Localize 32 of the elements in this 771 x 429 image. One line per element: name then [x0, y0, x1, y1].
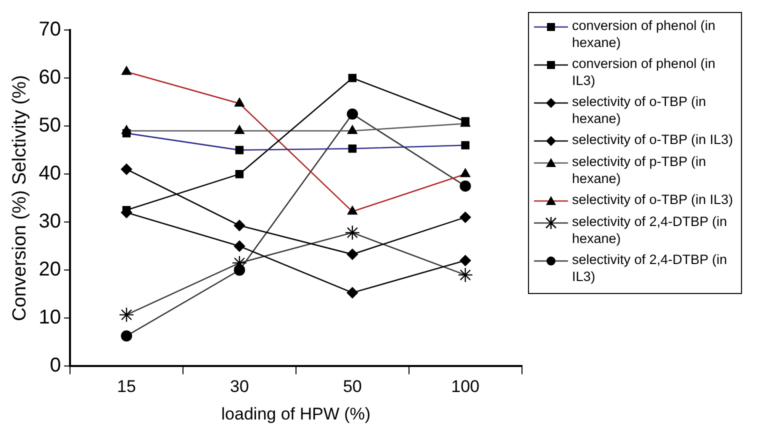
- legend-label: selectivity of o-TBP (in IL3): [572, 131, 734, 148]
- legend-label: selectivity of o-TBP (in IL3): [572, 191, 734, 208]
- legend-label: selectivity of o-TBP (in hexane): [572, 93, 708, 127]
- x-axis-title: loading of HPW (%): [221, 404, 371, 424]
- y-tick-label: 70: [38, 18, 62, 41]
- point: [346, 287, 358, 298]
- x-tick-label: 100: [451, 377, 480, 396]
- legend-label: conversion of phenol (in hexane): [572, 17, 716, 51]
- legend-label: conversion of phenol (in IL3): [572, 55, 716, 89]
- legend-label: selectivity of 2,4-DTBP (in hexane): [572, 213, 728, 247]
- y-tick-label: 60: [38, 66, 62, 89]
- point: [234, 240, 246, 252]
- legend-label: selectivity of 2,4-DTBP (in IL3): [572, 251, 728, 285]
- x-tick-label: 30: [230, 377, 249, 396]
- point: [235, 170, 244, 178]
- x-tick-label: 15: [117, 377, 136, 396]
- point: [120, 164, 132, 175]
- legend-label: selectivity of p-TBP (in hexane): [572, 153, 708, 187]
- point: [122, 206, 131, 214]
- point: [234, 220, 246, 232]
- point: [460, 212, 471, 223]
- y-tick-label: 50: [38, 114, 62, 137]
- point: [346, 248, 358, 260]
- y-tick-label: 0: [50, 354, 62, 377]
- y-tick-label: 10: [38, 306, 62, 329]
- point: [460, 254, 471, 266]
- x-tick-label: 50: [342, 377, 362, 396]
- y-tick-label: 20: [38, 258, 62, 281]
- point: [348, 74, 357, 82]
- y-axis-title: Conversion (%) Selctivity (%): [10, 75, 31, 322]
- y-tick-label: 30: [38, 210, 62, 233]
- y-tick-label: 40: [38, 162, 62, 185]
